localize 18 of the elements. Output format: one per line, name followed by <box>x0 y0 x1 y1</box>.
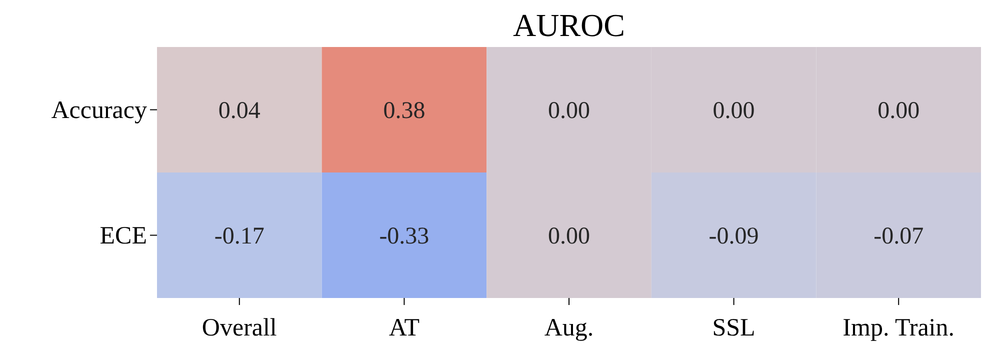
data-label: 0.00 <box>548 98 590 124</box>
chart-title: AUROC <box>512 7 626 43</box>
data-label: 0.04 <box>218 98 260 124</box>
x-tick-label: Aug. <box>544 314 594 342</box>
data-label: -0.09 <box>708 224 759 250</box>
data-label: 0.38 <box>383 98 426 124</box>
y-tick-label: Accuracy <box>51 96 148 124</box>
x-tick-label: SSL <box>712 314 756 342</box>
data-label: 0.00 <box>548 224 590 250</box>
x-tick-label: AT <box>388 314 420 342</box>
x-tick-label: Overall <box>202 314 277 342</box>
data-label: 0.00 <box>712 98 755 124</box>
y-tick-label: ECE <box>100 222 147 250</box>
x-tick-label: Imp. Train. <box>842 314 955 342</box>
data-label: -0.17 <box>214 224 264 250</box>
data-label: -0.33 <box>379 224 430 250</box>
data-label: 0.00 <box>878 98 920 124</box>
data-label: -0.07 <box>874 224 924 250</box>
